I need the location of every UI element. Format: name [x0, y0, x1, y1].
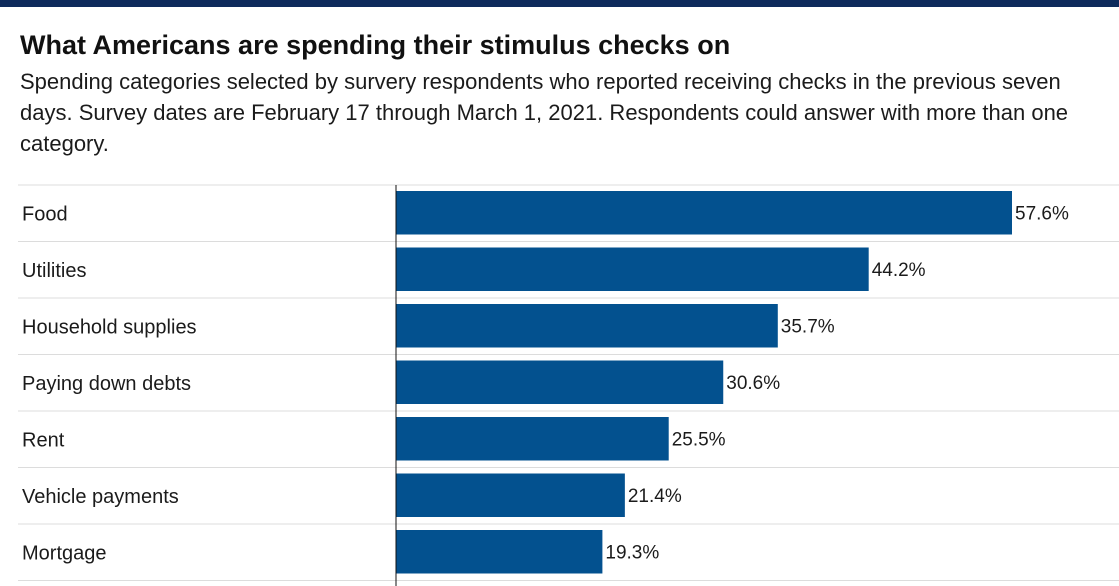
bar: [396, 360, 724, 404]
top-accent-bar: [0, 0, 1119, 7]
category-label: Household supplies: [22, 316, 197, 338]
bar: [396, 417, 669, 461]
bar: [396, 304, 778, 348]
value-label: 25.5%: [672, 429, 726, 450]
category-label: Paying down debts: [22, 373, 191, 395]
value-label: 35.7%: [781, 316, 835, 337]
value-label: 30.6%: [726, 373, 780, 394]
bar: [396, 247, 869, 291]
bar: [396, 473, 625, 517]
category-label: Mortgage: [22, 542, 107, 564]
bar: [396, 191, 1012, 235]
category-label: Utilities: [22, 260, 86, 282]
category-label: Food: [22, 203, 68, 225]
value-label: 21.4%: [628, 486, 682, 507]
bar: [396, 530, 603, 574]
category-label: Rent: [22, 429, 65, 451]
value-label: 44.2%: [872, 260, 926, 281]
chart-subtitle: Spending categories selected by survery …: [20, 69, 1069, 156]
value-label: 57.6%: [1015, 203, 1069, 224]
value-label: 19.3%: [605, 542, 659, 563]
category-label: Vehicle payments: [22, 486, 179, 508]
chart-title: What Americans are spending their stimul…: [20, 30, 731, 60]
